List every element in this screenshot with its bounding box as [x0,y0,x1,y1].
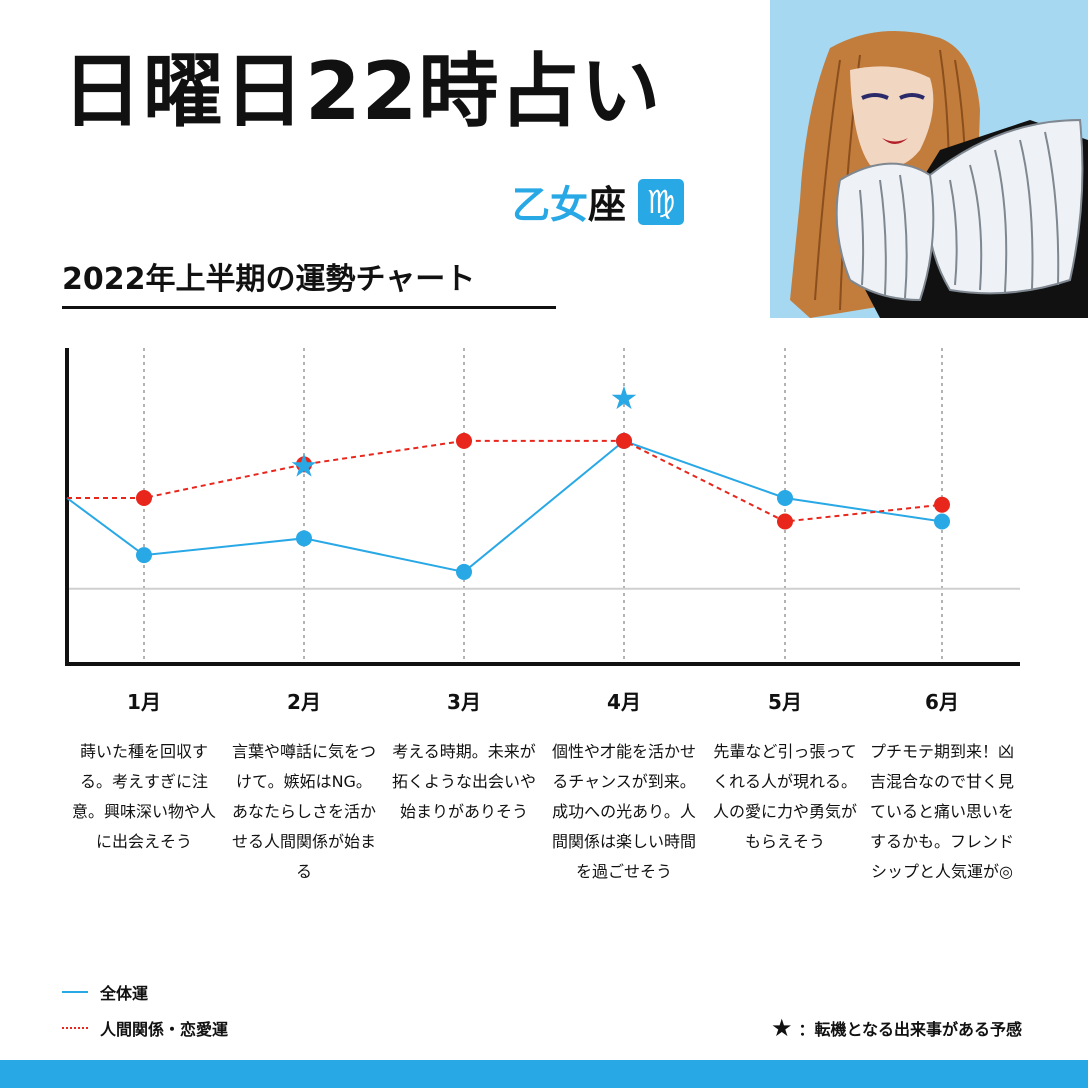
relationship-line-swatch [62,1027,88,1029]
series-0-point-1 [136,547,152,564]
month-description: 先輩など引っ張ってくれる人が現れる。人の愛に力や勇気がもらえそう [712,742,857,851]
legend-star-note: ★ ：転機となる出来事がある予感 [770,1014,1022,1042]
month-description: 蒔いた種を回収する。考えすぎに注意。興味深い物や人に出会えそう [71,742,216,851]
month-label: 4月 [607,690,641,714]
legend-relationship: 人間関係・恋愛運 [62,1016,228,1040]
month-column-3: 3月考える時期。未来が拓くような出会いや始まりがありそう [389,686,539,827]
series-0-point-3 [456,563,472,580]
series-0-point-2 [296,530,312,547]
month-column-6: 6月プチモテ期到来！凶吉混合なので甘く見ていると痛い思いをするかも。フレンドシッ… [867,686,1017,887]
month-column-1: 1月蒔いた種を回収する。考えすぎに注意。興味深い物や人に出会えそう [69,686,219,857]
series-1-point-4 [616,432,632,449]
turning-point-star-1: ★ [290,446,319,484]
month-column-2: 2月言葉や噂話に気をつけて。嫉妬はNG。あなたらしさを活かせる人間関係が始まる [229,686,379,887]
overall-line-swatch [62,991,88,993]
star-icon: ★ [770,1014,793,1042]
month-description: プチモテ期到来！凶吉混合なので甘く見ていると痛い思いをするかも。フレンドシップと… [869,742,1014,881]
legend-overall: 全体運 [62,980,148,1004]
chart-subtitle: 2022年上半期の運勢チャート [62,254,556,309]
fortune-line-chart: ★★ [65,348,1020,666]
month-label: 3月 [447,690,481,714]
month-label: 2月 [287,690,321,714]
sign-name: 乙女座 [512,183,627,227]
series-0-point-5 [777,490,793,506]
month-column-5: 5月先輩など引っ張ってくれる人が現れる。人の愛に力や勇気がもらえそう [710,686,860,857]
series-line-0 [66,439,943,573]
series-1-point-1 [136,490,152,506]
month-label: 6月 [925,690,959,714]
month-label: 5月 [768,690,802,714]
month-label: 1月 [127,690,161,714]
month-description: 考える時期。未来が拓くような出会いや始まりがありそう [391,742,536,821]
bottom-bar [0,1060,1088,1088]
series-1-point-5 [777,513,793,530]
month-description: 個性や才能を活かせるチャンスが到来。成功への光あり。人間関係は楽しい時間を過ごせ… [551,742,696,881]
month-column-4: 4月個性や才能を活かせるチャンスが到来。成功への光あり。人間関係は楽しい時間を過… [549,686,699,887]
woman-with-wings-illustration [770,0,1088,318]
series-1-point-2 [296,456,312,473]
month-description: 言葉や噂話に気をつけて。嫉妬はNG。あなたらしさを活かせる人間関係が始まる [231,742,376,881]
zodiac-sign: 乙女座 ♍ [512,174,685,229]
series-line-1 [67,439,943,523]
series-1-point-6 [934,496,950,513]
series-0-point-6 [934,513,950,530]
virgo-icon: ♍ [638,178,685,225]
page-title: 日曜日22時占い [62,45,662,138]
series-1-point-3 [456,432,472,449]
turning-point-star-2: ★ [610,379,639,417]
